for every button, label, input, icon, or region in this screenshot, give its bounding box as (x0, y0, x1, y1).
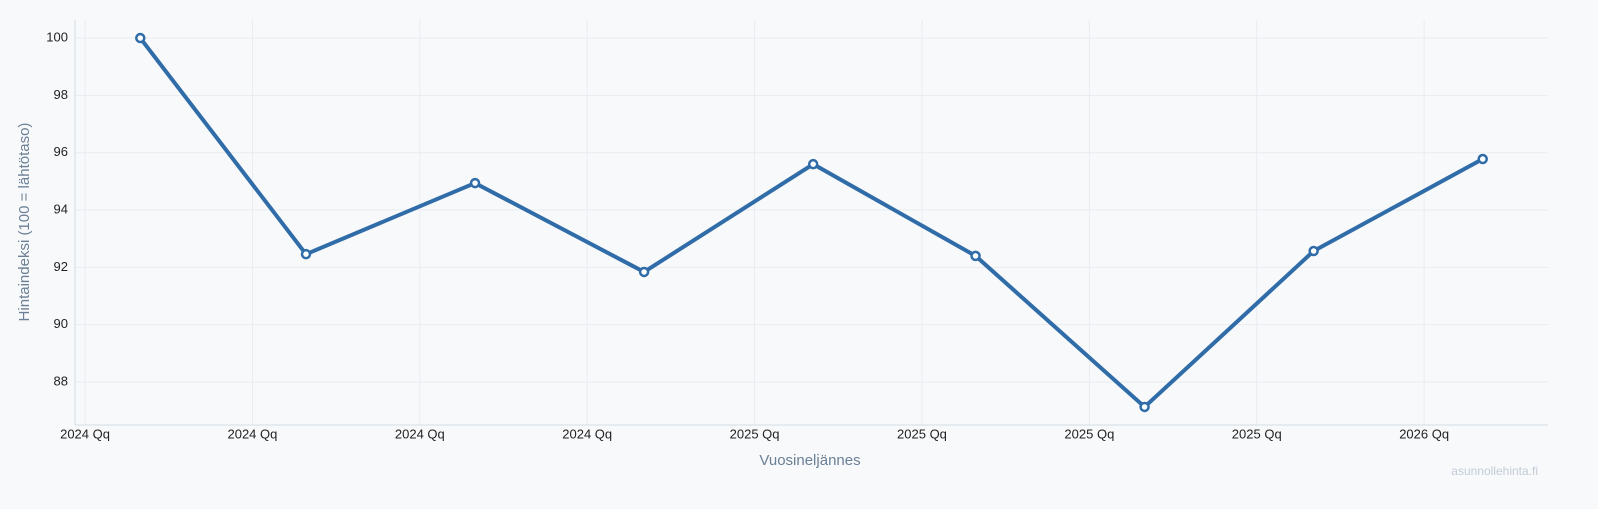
point (638, 266, 650, 278)
y-tick-label: 88 (54, 373, 68, 388)
point (970, 250, 981, 262)
x-tick-label: 2024 Qq (562, 426, 612, 441)
x-tick-label: 2024 Qq (227, 426, 277, 441)
point (1139, 401, 1150, 413)
y-tick-label: 94 (54, 201, 68, 216)
x-axis-title: Vuosineljännes (759, 452, 860, 469)
y-tick-label: 92 (54, 259, 68, 274)
x-tick-label: 2024 Qq (395, 426, 445, 441)
point (469, 177, 481, 189)
y-axis-title: Hintaindeksi (100 = lähtötaso) (16, 123, 33, 322)
point (135, 32, 146, 44)
x-tick-label: 2025 Qq (1064, 426, 1114, 441)
x-tick-label: 2025 Qq (897, 426, 947, 441)
y-tick-label: 90 (54, 316, 68, 331)
x-tick-label: 2024 Qq (60, 426, 110, 441)
point (1477, 153, 1488, 165)
point (1308, 245, 1319, 257)
line (138, 36, 1484, 409)
x-tick-label: 2026 Qq (1399, 426, 1449, 441)
y-tick-label: 96 (54, 144, 68, 159)
watermark: asunnollehinta.fi (1451, 464, 1538, 478)
y-tick-label: 98 (54, 87, 68, 102)
y-tick-label: 100 (46, 29, 68, 44)
x-tick-label: 2025 Qq (730, 426, 780, 441)
point (807, 158, 819, 170)
point (300, 248, 312, 260)
x-tick-label: 2025 Qq (1232, 426, 1282, 441)
